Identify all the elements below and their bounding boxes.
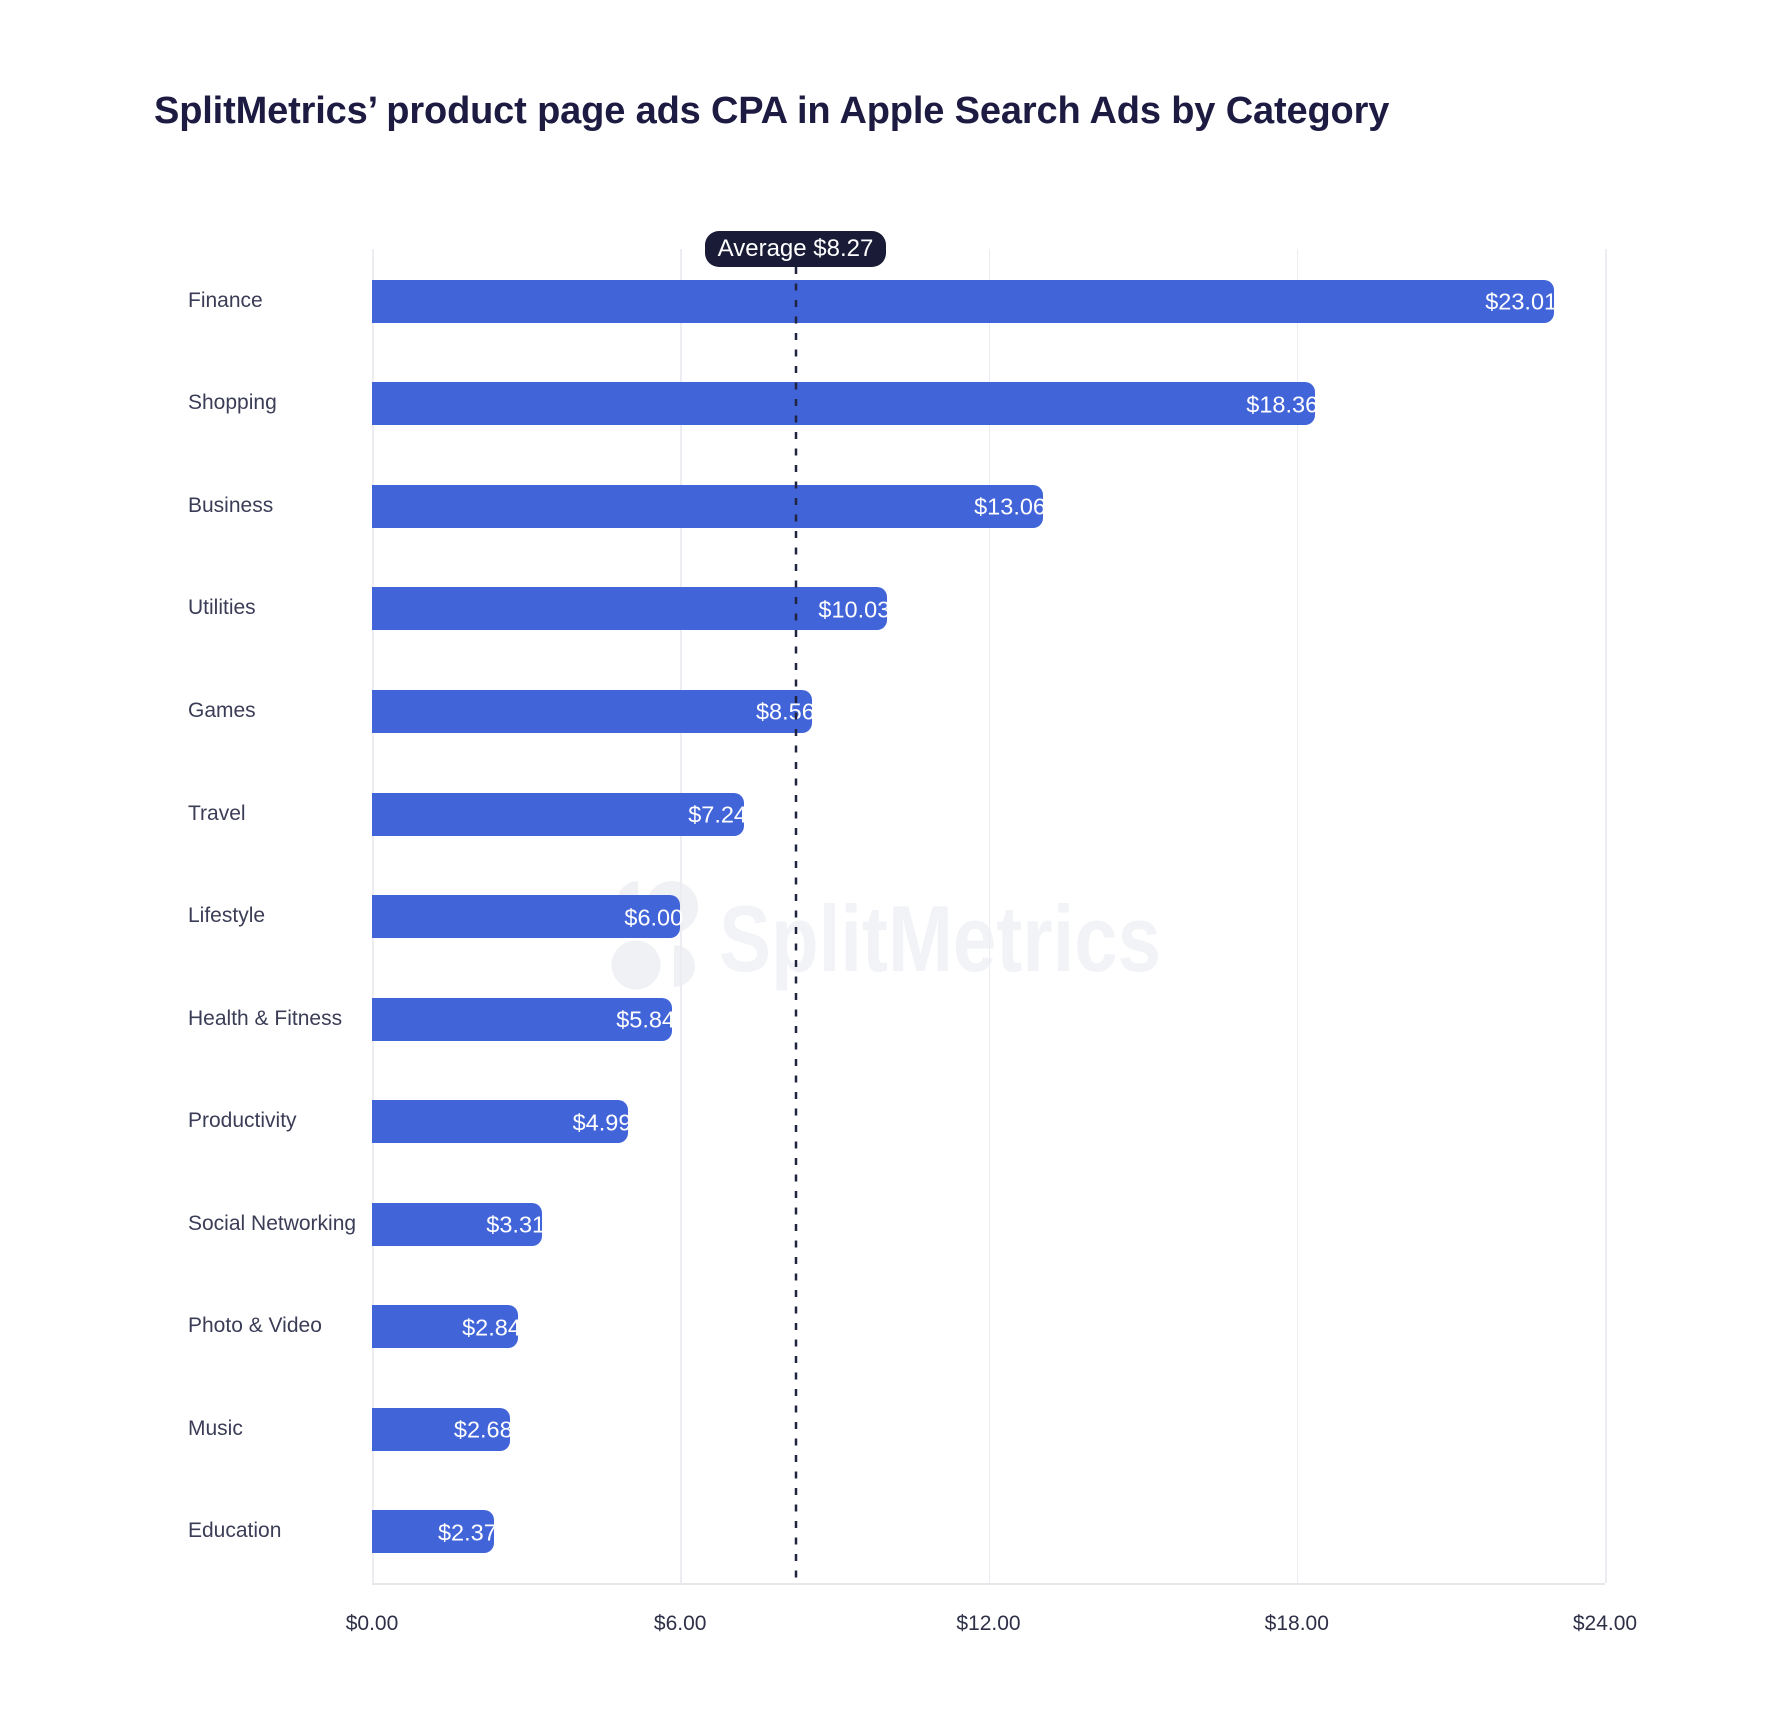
svg-text:SplitMetrics: SplitMetrics: [719, 887, 1161, 991]
